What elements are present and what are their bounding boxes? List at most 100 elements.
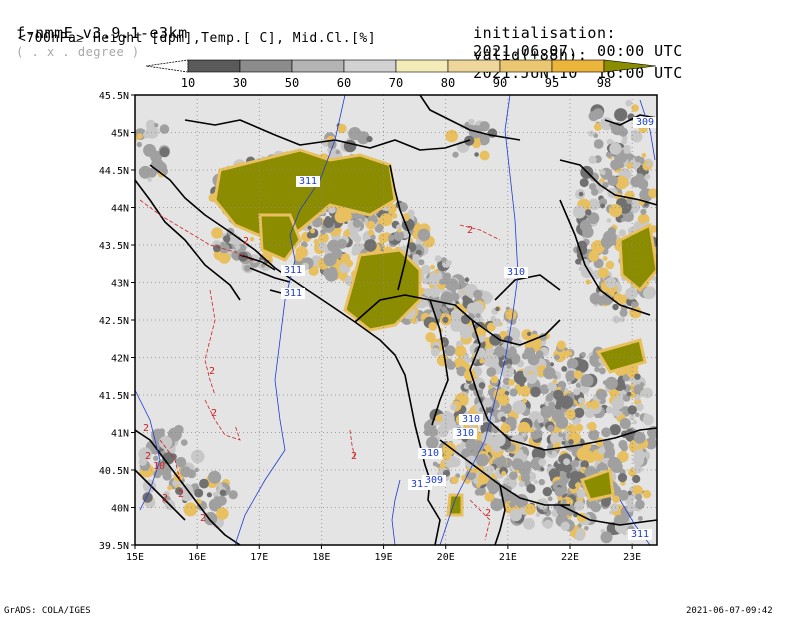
cloud-cell: [212, 492, 218, 497]
cloud-cell: [522, 398, 527, 404]
cloud-cell: [591, 188, 599, 196]
cloud-cell: [555, 416, 569, 429]
coastline: [239, 254, 276, 271]
cloud-cell: [660, 248, 668, 256]
cloud-cell: [594, 292, 601, 299]
cloud-cell: [479, 121, 490, 132]
temperature-contour: [204, 399, 241, 441]
height-contour-label: 310: [462, 414, 480, 425]
cloud-cell: [633, 464, 643, 474]
cloud-cell: [501, 471, 507, 476]
cloud-cell: [625, 287, 638, 300]
cloud-cell: [424, 302, 429, 307]
cloud-cell: [580, 351, 586, 358]
cloud-cell: [657, 226, 663, 232]
height-contour-label: 311: [284, 288, 302, 299]
cloud-cell: [565, 370, 576, 382]
cloud-cell: [432, 461, 438, 467]
cloud-cell: [378, 232, 389, 244]
cloud-cell: [562, 498, 567, 504]
height-contour: [135, 389, 161, 511]
colorbar-high-arrow: [603, 59, 657, 73]
cloud-cell: [308, 265, 319, 276]
coastline: [389, 164, 411, 291]
cloud-cell: [476, 453, 489, 467]
lon-label: 16E: [188, 552, 206, 563]
coastline: [494, 484, 506, 545]
cloud-max-area: [258, 213, 302, 262]
valid-label: valid(+88h):: [473, 46, 588, 64]
lat-label: 41.5N: [99, 391, 129, 402]
cloud-cell: [493, 347, 504, 358]
cloud-cell: [466, 357, 472, 363]
cloud-cell: [231, 251, 239, 259]
cloud-cell: [235, 244, 241, 250]
cloud-cell: [438, 427, 443, 432]
cloud-cell: [138, 447, 152, 461]
cloud-cell: [509, 508, 522, 522]
cloud-cell: [472, 440, 485, 453]
cloud-cell: [335, 149, 340, 155]
cloud-cell: [167, 485, 173, 491]
cloud-cell: [569, 471, 581, 482]
cloud-cell: [320, 228, 326, 235]
model-name: f-nmmE_v3.9.1-e3km: [16, 24, 188, 42]
cloud-cell: [476, 483, 481, 488]
height-label-bg: [628, 529, 652, 540]
cloud-cell: [588, 111, 599, 122]
lat-label: 39.5N: [99, 541, 129, 552]
cloud-cell: [605, 376, 618, 390]
cloud-cell: [504, 390, 510, 396]
lon-label: 22E: [561, 552, 579, 563]
cloud-cell: [366, 136, 373, 143]
cloud-cell: [492, 433, 506, 447]
colorbar: 10 30 50 60 70 80 90 95 98: [145, 59, 657, 90]
cloud-cell: [219, 489, 227, 496]
lon-label: 19E: [375, 552, 393, 563]
cloud-cell: [597, 442, 603, 447]
cloud-cell: [428, 274, 440, 286]
cloud-cell: [336, 238, 347, 249]
temperature-contour-label: 2: [162, 493, 168, 504]
cloud-cell: [136, 133, 143, 140]
cloud-cell: [475, 313, 481, 318]
cloud-cell: [539, 422, 544, 427]
cloud-cell: [549, 362, 555, 367]
cloud-cell: [506, 363, 512, 369]
cloud-cell: [511, 424, 517, 429]
cloud-cell: [626, 153, 634, 161]
cloud-cell: [490, 375, 499, 384]
coastline: [544, 427, 657, 451]
cloud-cell: [606, 218, 612, 223]
cloud-cell: [601, 427, 611, 438]
footer-timestamp: 2021-06-07-09:42: [686, 606, 773, 616]
cloud-cell: [505, 309, 517, 321]
cloud-cell: [612, 495, 620, 504]
cloud-cell: [216, 507, 229, 520]
cloud-cell: [459, 327, 466, 334]
cloud-cell: [612, 315, 621, 324]
lon-label: 17E: [250, 552, 268, 563]
cloud-cell: [632, 474, 641, 484]
cloud-cell: [435, 414, 443, 423]
cloud-cell: [535, 512, 541, 517]
cloud-cell: [581, 404, 588, 410]
cloud-cell: [572, 205, 586, 219]
cloud-cell: [606, 496, 612, 502]
longitude-labels: 15E 16E 17E 18E 19E 20E 21E 22E 23E: [126, 545, 641, 563]
cloud-cell: [488, 384, 493, 389]
cloud-cell: [479, 150, 490, 161]
footer-credit: GrADS: COLA/IGES: [4, 606, 91, 616]
cloud-cell: [609, 424, 621, 436]
cloud-cell: [454, 345, 467, 358]
cloud-cell: [603, 439, 612, 448]
cloud-cell: [575, 482, 581, 489]
colorbar-label: 10: [181, 76, 195, 90]
cloud-cell: [642, 490, 652, 499]
coastline: [471, 319, 561, 346]
cloud-cell: [489, 333, 502, 346]
cloud-cell: [147, 125, 152, 130]
cloud-cell: [588, 250, 600, 262]
cloud-cell: [605, 406, 614, 414]
cloud-cell: [538, 478, 545, 486]
